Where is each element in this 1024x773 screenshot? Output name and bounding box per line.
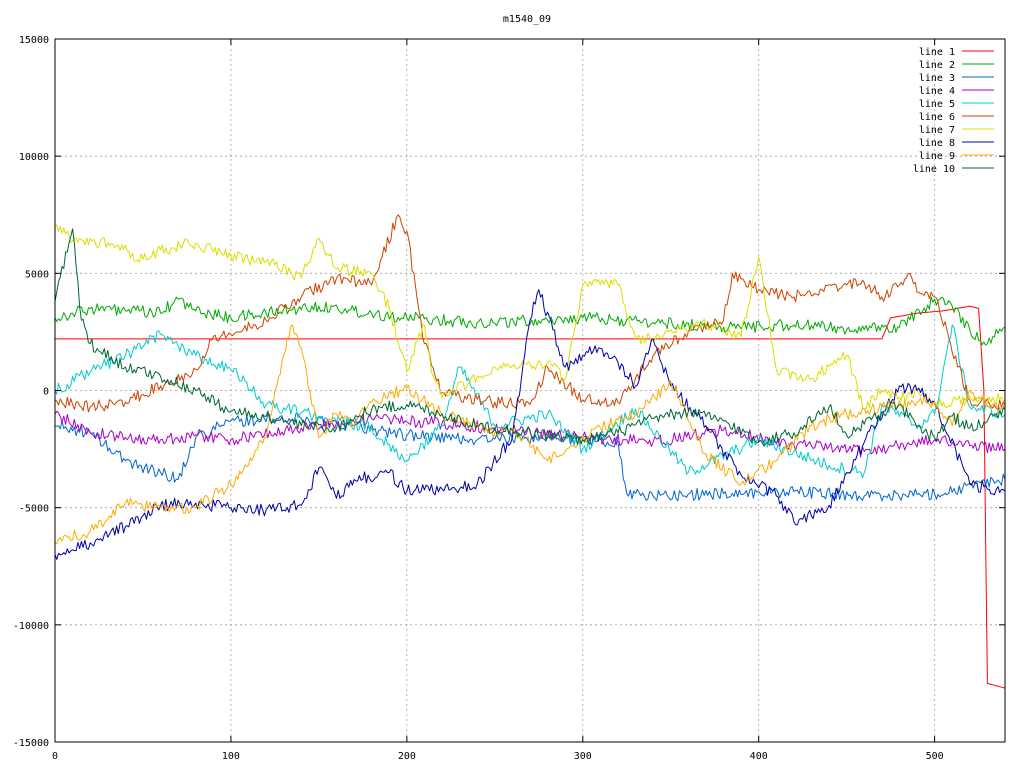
legend-label: line 10 — [913, 164, 955, 175]
y-tick-label: -15000 — [13, 738, 49, 749]
legend-label: line 5 — [919, 99, 955, 110]
legend-label: line 8 — [919, 138, 955, 149]
grid-layer — [55, 39, 1005, 742]
y-tick-label: -10000 — [13, 621, 49, 632]
legend-label: line 1 — [919, 47, 955, 58]
legend-label: line 6 — [919, 112, 955, 123]
y-tick-label: 10000 — [19, 152, 49, 163]
series-line-3 — [54, 412, 1006, 502]
x-tick-label: 300 — [574, 751, 592, 762]
series-line-8 — [54, 289, 1006, 560]
legend-label: line 7 — [919, 125, 955, 136]
y-tick-label: 15000 — [19, 35, 49, 46]
legend-label: line 2 — [919, 60, 955, 71]
legend-label: line 9 — [919, 151, 955, 162]
y-tick-label: -5000 — [19, 504, 49, 515]
series-line-1 — [55, 305, 1006, 689]
x-tick-label: 400 — [750, 751, 768, 762]
x-tick-label: 0 — [52, 751, 58, 762]
legend-label: line 4 — [919, 86, 955, 97]
x-tick-label: 100 — [222, 751, 240, 762]
legend: line 1 line 2 line 3 line 4 line 5 line 6 line… — [913, 47, 994, 175]
chart-title: m1540_09 — [503, 14, 551, 25]
series-line-2 — [54, 296, 1006, 346]
series-line-5 — [54, 324, 1006, 479]
y-tick-label: 0 — [43, 387, 49, 398]
series-line-7 — [54, 224, 1006, 410]
series-line-10 — [54, 228, 1006, 447]
x-tick-label: 500 — [926, 751, 944, 762]
series-layer — [54, 214, 1006, 689]
x-tick-label: 200 — [398, 751, 416, 762]
series-line-9 — [54, 324, 1006, 545]
series-line-6 — [54, 214, 1006, 413]
tick-layer: 0 100 200 300 400 500 -15000 -10000 -5000 0 5000 10… — [13, 35, 1005, 762]
legend-label: line 3 — [919, 73, 955, 84]
y-tick-label: 5000 — [25, 269, 49, 280]
